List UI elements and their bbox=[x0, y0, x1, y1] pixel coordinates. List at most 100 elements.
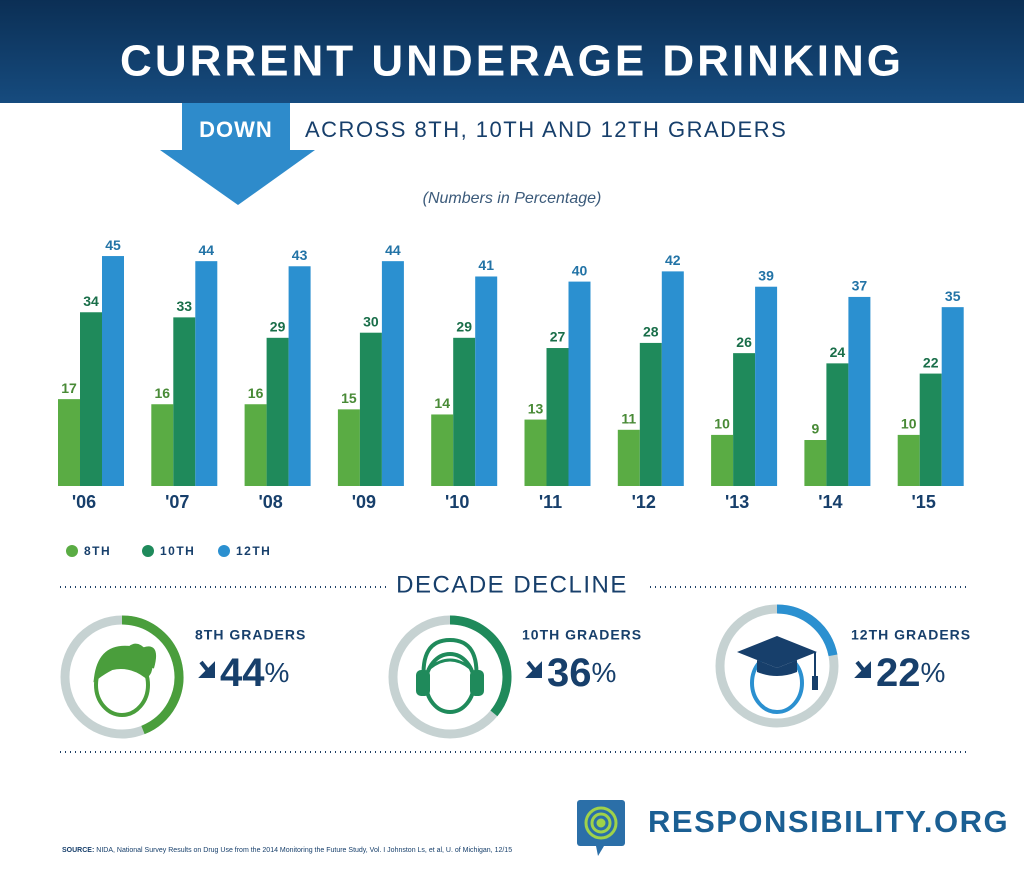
section-title: DECADE DECLINE bbox=[396, 571, 628, 598]
value-label: 16 bbox=[248, 385, 264, 401]
value-label: 17 bbox=[61, 380, 77, 396]
x-tick-label: '13 bbox=[725, 492, 749, 512]
bar bbox=[381, 261, 404, 486]
headphones-icon bbox=[416, 637, 484, 714]
ring-arc bbox=[776, 604, 838, 657]
bar bbox=[919, 373, 942, 486]
bar bbox=[848, 296, 871, 486]
logo-tail bbox=[596, 846, 604, 856]
decline-number: 36 bbox=[547, 651, 592, 695]
decline-number: 44 bbox=[220, 651, 265, 695]
down-arrow bbox=[854, 660, 871, 678]
decline-number: 22 bbox=[876, 651, 921, 695]
legend-label: 12TH bbox=[236, 544, 271, 558]
bar bbox=[711, 434, 734, 486]
value-label: 37 bbox=[852, 278, 868, 294]
bar bbox=[266, 337, 289, 486]
brand: RESPONSIBILITY.ORG bbox=[648, 804, 1009, 839]
value-label: 43 bbox=[292, 247, 308, 263]
bar bbox=[661, 271, 684, 486]
legend-swatch bbox=[218, 545, 230, 557]
value-label: 27 bbox=[550, 329, 566, 345]
value-label: 44 bbox=[199, 242, 215, 258]
bar bbox=[617, 429, 640, 486]
value-label: 28 bbox=[643, 324, 659, 340]
bar bbox=[546, 348, 569, 486]
value-label: 24 bbox=[830, 344, 846, 360]
x-tick-label: '08 bbox=[258, 492, 282, 512]
bar bbox=[288, 266, 311, 486]
legend-swatch bbox=[66, 545, 78, 557]
bar bbox=[804, 440, 827, 486]
decline-value: 44% bbox=[220, 651, 289, 695]
bar bbox=[524, 419, 547, 486]
value-label: 44 bbox=[385, 242, 401, 258]
value-label: 39 bbox=[758, 267, 774, 283]
bar bbox=[639, 342, 662, 486]
x-tick-label: '14 bbox=[818, 492, 842, 512]
value-label: 11 bbox=[621, 410, 636, 426]
ring-arc bbox=[449, 615, 512, 717]
x-tick-label: '06 bbox=[72, 492, 96, 512]
value-label: 30 bbox=[363, 313, 379, 329]
value-label: 22 bbox=[923, 354, 939, 370]
source-text: NIDA, National Survey Results on Drug Us… bbox=[96, 847, 512, 854]
value-label: 45 bbox=[105, 237, 121, 253]
value-label: 42 bbox=[665, 252, 681, 268]
value-label: 13 bbox=[528, 400, 544, 416]
value-label: 29 bbox=[456, 319, 472, 335]
bar bbox=[475, 276, 498, 486]
down-arrow bbox=[198, 660, 215, 678]
subtitle: (Numbers in Percentage) bbox=[423, 190, 602, 207]
bar bbox=[733, 353, 756, 486]
x-tick-label: '15 bbox=[912, 492, 936, 512]
bar bbox=[359, 332, 382, 486]
girl-icon bbox=[93, 643, 157, 717]
bar bbox=[151, 404, 174, 486]
value-label: 10 bbox=[714, 416, 730, 432]
bar bbox=[568, 281, 591, 486]
x-tick-label: '12 bbox=[632, 492, 656, 512]
decline-value: 36% bbox=[547, 651, 616, 695]
ring-arc bbox=[121, 615, 184, 735]
badge: DOWN bbox=[199, 117, 273, 142]
bar bbox=[337, 409, 360, 486]
x-tick-label: '07 bbox=[165, 492, 189, 512]
arrow-head bbox=[160, 150, 315, 205]
value-label: 29 bbox=[270, 319, 286, 335]
legend-label: 8TH bbox=[84, 544, 111, 558]
value-label: 10 bbox=[901, 416, 917, 432]
bar bbox=[755, 286, 778, 486]
bar bbox=[173, 317, 196, 486]
bar bbox=[897, 434, 920, 486]
value-label: 16 bbox=[155, 385, 171, 401]
bar bbox=[826, 363, 849, 486]
bar bbox=[58, 399, 80, 486]
grade-label: 10TH GRADERS bbox=[522, 627, 642, 643]
source-label: SOURCE: bbox=[62, 847, 94, 854]
value-label: 33 bbox=[177, 298, 193, 314]
value-label: 35 bbox=[945, 288, 961, 304]
header-band bbox=[0, 0, 1024, 103]
value-label: 15 bbox=[341, 390, 357, 406]
x-tick-label: '09 bbox=[352, 492, 376, 512]
decline-value: 22% bbox=[876, 651, 945, 695]
x-tick-label: '10 bbox=[445, 492, 469, 512]
value-label: 34 bbox=[83, 293, 99, 309]
legend-label: 10TH bbox=[160, 544, 195, 558]
bar bbox=[941, 307, 964, 486]
bar bbox=[102, 256, 124, 486]
value-label: 41 bbox=[478, 257, 494, 273]
value-label: 26 bbox=[736, 334, 752, 350]
headline: ACROSS 8TH, 10TH AND 12TH GRADERS bbox=[305, 117, 787, 142]
bar bbox=[453, 337, 476, 486]
grade-label: 8TH GRADERS bbox=[195, 627, 306, 643]
bar bbox=[244, 404, 267, 486]
grade-label: 12TH GRADERS bbox=[851, 627, 971, 643]
value-label: 9 bbox=[812, 421, 820, 437]
x-tick-label: '11 bbox=[539, 492, 562, 512]
source: SOURCE: NIDA, National Survey Results on … bbox=[62, 847, 512, 854]
arrow-box bbox=[182, 103, 290, 151]
